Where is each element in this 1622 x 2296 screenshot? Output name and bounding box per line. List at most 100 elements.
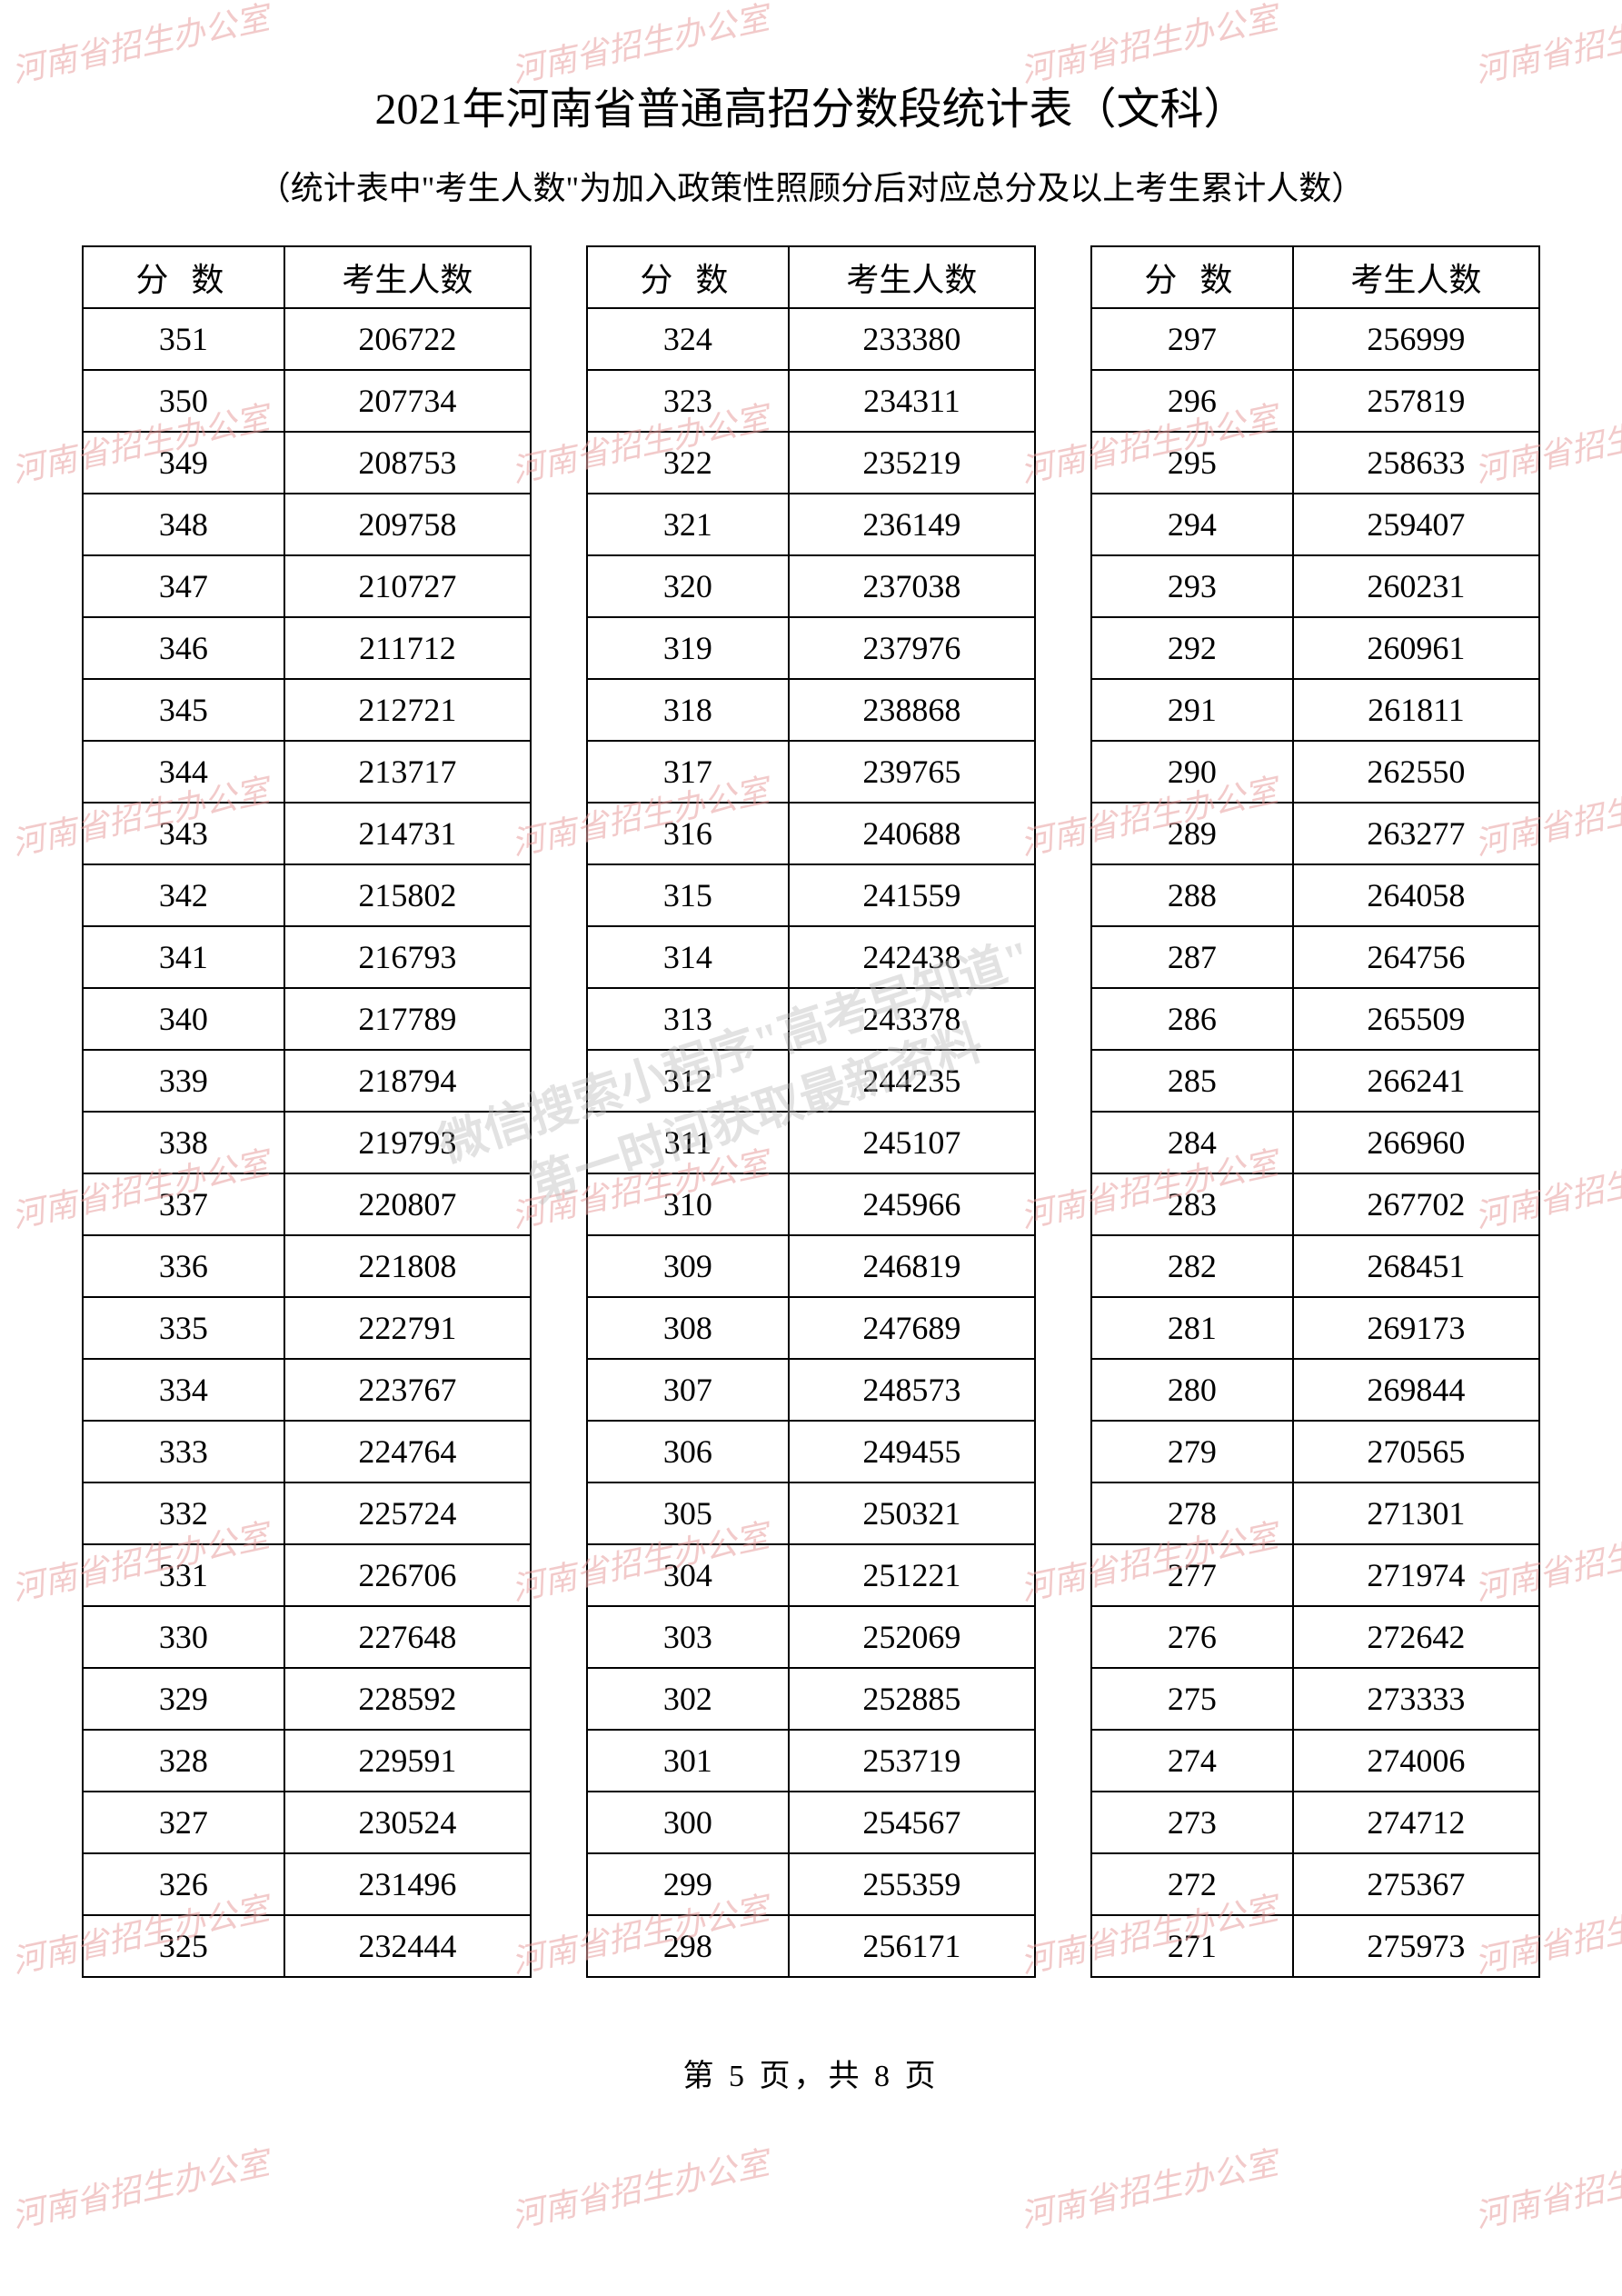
table-row: 284266960 xyxy=(1091,1112,1539,1173)
cell-score: 282 xyxy=(1091,1235,1293,1297)
table-row: 303252069 xyxy=(587,1606,1035,1668)
cell-score: 304 xyxy=(587,1544,789,1606)
table-row: 326231496 xyxy=(83,1853,531,1915)
cell-count: 260231 xyxy=(1293,555,1539,617)
cell-count: 217789 xyxy=(284,988,531,1050)
table-row: 282268451 xyxy=(1091,1235,1539,1297)
table-row: 337220807 xyxy=(83,1173,531,1235)
table-row: 292260961 xyxy=(1091,617,1539,679)
table-row: 308247689 xyxy=(587,1297,1035,1359)
cell-score: 309 xyxy=(587,1235,789,1297)
cell-score: 350 xyxy=(83,370,284,432)
cell-score: 306 xyxy=(587,1421,789,1482)
table-row: 274274006 xyxy=(1091,1730,1539,1792)
cell-count: 212721 xyxy=(284,679,531,741)
cell-count: 223767 xyxy=(284,1359,531,1421)
table-row: 281269173 xyxy=(1091,1297,1539,1359)
table-row: 333224764 xyxy=(83,1421,531,1482)
cell-count: 214731 xyxy=(284,803,531,864)
cell-score: 280 xyxy=(1091,1359,1293,1421)
table-row: 275273333 xyxy=(1091,1668,1539,1730)
cell-count: 248573 xyxy=(789,1359,1035,1421)
cell-score: 327 xyxy=(83,1792,284,1853)
cell-score: 294 xyxy=(1091,494,1293,555)
table-row: 309246819 xyxy=(587,1235,1035,1297)
cell-count: 209758 xyxy=(284,494,531,555)
table-row: 311245107 xyxy=(587,1112,1035,1173)
cell-score: 272 xyxy=(1091,1853,1293,1915)
table-row: 289263277 xyxy=(1091,803,1539,864)
cell-score: 314 xyxy=(587,926,789,988)
col-header-count: 考生人数 xyxy=(1293,246,1539,308)
cell-count: 240688 xyxy=(789,803,1035,864)
cell-score: 299 xyxy=(587,1853,789,1915)
table-row: 312244235 xyxy=(587,1050,1035,1112)
cell-count: 267702 xyxy=(1293,1173,1539,1235)
table-row: 272275367 xyxy=(1091,1853,1539,1915)
cell-count: 213717 xyxy=(284,741,531,803)
cell-score: 297 xyxy=(1091,308,1293,370)
cell-score: 276 xyxy=(1091,1606,1293,1668)
table-row: 271275973 xyxy=(1091,1915,1539,1977)
table-header-row: 分 数 考生人数 xyxy=(1091,246,1539,308)
table-row: 306249455 xyxy=(587,1421,1035,1482)
cell-count: 236149 xyxy=(789,494,1035,555)
cell-score: 345 xyxy=(83,679,284,741)
table-row: 297256999 xyxy=(1091,308,1539,370)
cell-score: 331 xyxy=(83,1544,284,1606)
table-row: 329228592 xyxy=(83,1668,531,1730)
cell-count: 249455 xyxy=(789,1421,1035,1482)
cell-count: 254567 xyxy=(789,1792,1035,1853)
cell-count: 247689 xyxy=(789,1297,1035,1359)
cell-count: 275367 xyxy=(1293,1853,1539,1915)
table-row: 287264756 xyxy=(1091,926,1539,988)
score-table-2: 分 数 考生人数 3242333803232343113222352193212… xyxy=(586,245,1036,1978)
cell-count: 233380 xyxy=(789,308,1035,370)
cell-score: 307 xyxy=(587,1359,789,1421)
table-row: 347210727 xyxy=(83,555,531,617)
table-row: 273274712 xyxy=(1091,1792,1539,1853)
cell-score: 277 xyxy=(1091,1544,1293,1606)
cell-count: 251221 xyxy=(789,1544,1035,1606)
cell-score: 348 xyxy=(83,494,284,555)
cell-score: 339 xyxy=(83,1050,284,1112)
table-row: 315241559 xyxy=(587,864,1035,926)
cell-count: 226706 xyxy=(284,1544,531,1606)
cell-count: 259407 xyxy=(1293,494,1539,555)
table-row: 322235219 xyxy=(587,432,1035,494)
cell-count: 211712 xyxy=(284,617,531,679)
cell-score: 301 xyxy=(587,1730,789,1792)
cell-count: 252885 xyxy=(789,1668,1035,1730)
cell-count: 263277 xyxy=(1293,803,1539,864)
cell-score: 292 xyxy=(1091,617,1293,679)
table-row: 324233380 xyxy=(587,308,1035,370)
cell-score: 274 xyxy=(1091,1730,1293,1792)
table-row: 293260231 xyxy=(1091,555,1539,617)
cell-score: 326 xyxy=(83,1853,284,1915)
cell-score: 287 xyxy=(1091,926,1293,988)
cell-count: 215802 xyxy=(284,864,531,926)
cell-score: 295 xyxy=(1091,432,1293,494)
table-row: 316240688 xyxy=(587,803,1035,864)
cell-score: 286 xyxy=(1091,988,1293,1050)
cell-score: 275 xyxy=(1091,1668,1293,1730)
col-header-count: 考生人数 xyxy=(789,246,1035,308)
table-row: 346211712 xyxy=(83,617,531,679)
table-row: 305250321 xyxy=(587,1482,1035,1544)
cell-score: 340 xyxy=(83,988,284,1050)
cell-score: 300 xyxy=(587,1792,789,1853)
cell-count: 237038 xyxy=(789,555,1035,617)
cell-count: 218794 xyxy=(284,1050,531,1112)
page-subtitle: （统计表中"考生人数"为加入政策性照顾分后对应总分及以上考生累计人数） xyxy=(73,162,1549,209)
score-table-3: 分 数 考生人数 2972569992962578192952586332942… xyxy=(1090,245,1540,1978)
cell-count: 229591 xyxy=(284,1730,531,1792)
table-row: 317239765 xyxy=(587,741,1035,803)
table-row: 286265509 xyxy=(1091,988,1539,1050)
table-row: 277271974 xyxy=(1091,1544,1539,1606)
cell-score: 285 xyxy=(1091,1050,1293,1112)
table-row: 313243378 xyxy=(587,988,1035,1050)
table-row: 279270565 xyxy=(1091,1421,1539,1482)
table-row: 283267702 xyxy=(1091,1173,1539,1235)
cell-score: 317 xyxy=(587,741,789,803)
cell-score: 318 xyxy=(587,679,789,741)
